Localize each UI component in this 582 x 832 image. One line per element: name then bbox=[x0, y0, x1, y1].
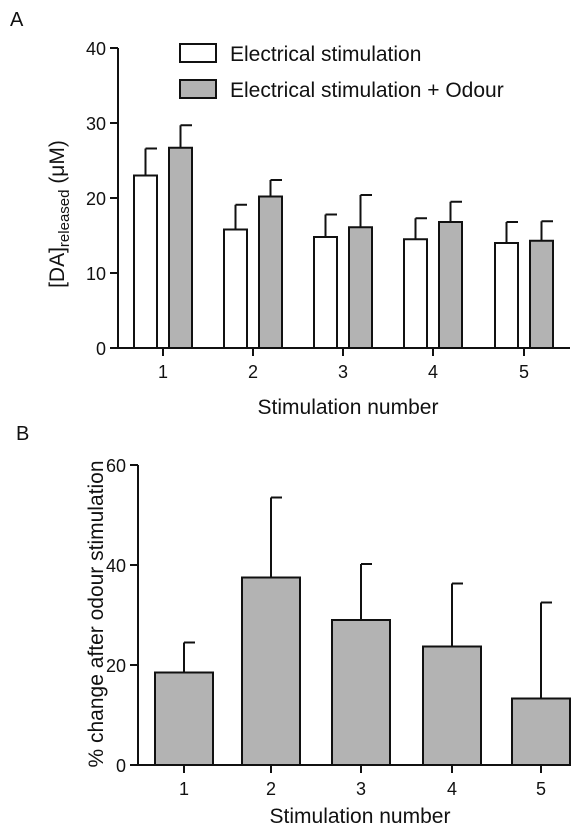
panel-b: B 0 20 40 60 1 2 3 4 5 % change after odour stim… bbox=[16, 423, 571, 828]
panel-letter-b: B bbox=[16, 423, 29, 445]
panel-a-y-tick-label: 30 bbox=[86, 114, 106, 134]
legend-swatch-electrical-odour bbox=[179, 79, 217, 99]
panel-b-axes: 0 20 40 60 1 2 3 4 5 bbox=[106, 456, 570, 799]
panel-b-x-tick-label: 5 bbox=[536, 779, 546, 799]
y-axis-title-subscript: released bbox=[56, 190, 73, 248]
panel-a-y-tick-label: 0 bbox=[96, 339, 106, 359]
panel-b-bar-2 bbox=[241, 576, 301, 766]
panel-b-y-tick-label: 60 bbox=[106, 456, 126, 476]
panel-a-bar-electrical-odour-5 bbox=[529, 239, 554, 349]
panel-b-y-tick-label: 0 bbox=[116, 756, 126, 776]
panel-b-x-tick-label: 4 bbox=[447, 779, 457, 799]
legend-label-electrical: Electrical stimulation bbox=[230, 43, 421, 66]
panel-b-x-tick-label: 1 bbox=[179, 779, 189, 799]
panel-a-bar-electrical-3 bbox=[313, 236, 338, 349]
y-axis-title-unit: (μM) bbox=[46, 140, 69, 189]
panel-a-bar-electrical-4 bbox=[403, 238, 428, 349]
panel-b-bar-3 bbox=[331, 619, 391, 766]
panel-b-bar-4 bbox=[422, 645, 482, 766]
panel-a-x-tick-label: 4 bbox=[428, 362, 438, 382]
panel-a-bar-electrical-odour-2 bbox=[258, 195, 283, 349]
panel-b-y-axis-title: % change after odour stimulation bbox=[85, 460, 108, 767]
panel-b-x-axis-title: Stimulation number bbox=[270, 805, 451, 828]
legend-swatch-electrical bbox=[179, 43, 217, 63]
y-axis-title-main: [DA] bbox=[46, 247, 69, 288]
panel-a-x-axis-title: Stimulation number bbox=[258, 396, 439, 419]
legend-label-electrical-odour: Electrical stimulation + Odour bbox=[230, 79, 504, 102]
panel-a-bar-electrical-odour-4 bbox=[438, 221, 463, 349]
panel-letter-a: A bbox=[10, 9, 24, 31]
panel-a: A 0 10 20 30 40 1 2 3 4 5 [DA]released (μM) Stimu… bbox=[10, 9, 570, 419]
panel-a-axes: 0 10 20 30 40 1 2 3 4 5 bbox=[86, 39, 570, 382]
panel-b-bar-5 bbox=[511, 697, 571, 766]
panel-b-x-tick-label: 3 bbox=[356, 779, 366, 799]
panel-b-marks bbox=[154, 496, 571, 766]
panel-a-x-tick-label: 5 bbox=[519, 362, 529, 382]
panel-b-bar-1 bbox=[154, 671, 214, 766]
panel-a-bar-electrical-odour-3 bbox=[348, 226, 373, 349]
panel-a-x-tick-label: 3 bbox=[338, 362, 348, 382]
panel-b-y-tick-label: 40 bbox=[106, 556, 126, 576]
panel-a-bar-electrical-odour-1 bbox=[168, 146, 193, 349]
panel-b-x-tick-label: 2 bbox=[266, 779, 276, 799]
panel-a-bar-electrical-5 bbox=[494, 242, 519, 349]
panel-a-x-tick-label: 1 bbox=[158, 362, 168, 382]
panel-a-bar-electrical-1 bbox=[133, 174, 158, 349]
panel-a-y-tick-label: 40 bbox=[86, 39, 106, 59]
panel-a-bar-electrical-2 bbox=[223, 228, 248, 349]
panel-a-x-tick-label: 2 bbox=[248, 362, 258, 382]
panel-a-legend: Electrical stimulation Electrical stimul… bbox=[179, 43, 504, 102]
panel-a-marks bbox=[133, 124, 554, 349]
panel-a-y-tick-label: 10 bbox=[86, 264, 106, 284]
panel-a-y-axis-title: [DA]released (μM) bbox=[46, 140, 73, 288]
panel-a-y-tick-label: 20 bbox=[86, 189, 106, 209]
panel-b-y-tick-label: 20 bbox=[106, 656, 126, 676]
